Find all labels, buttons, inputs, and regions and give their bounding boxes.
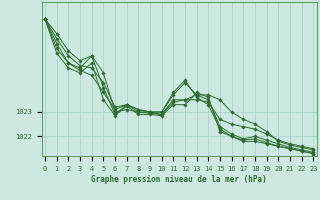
X-axis label: Graphe pression niveau de la mer (hPa): Graphe pression niveau de la mer (hPa) bbox=[91, 174, 267, 184]
